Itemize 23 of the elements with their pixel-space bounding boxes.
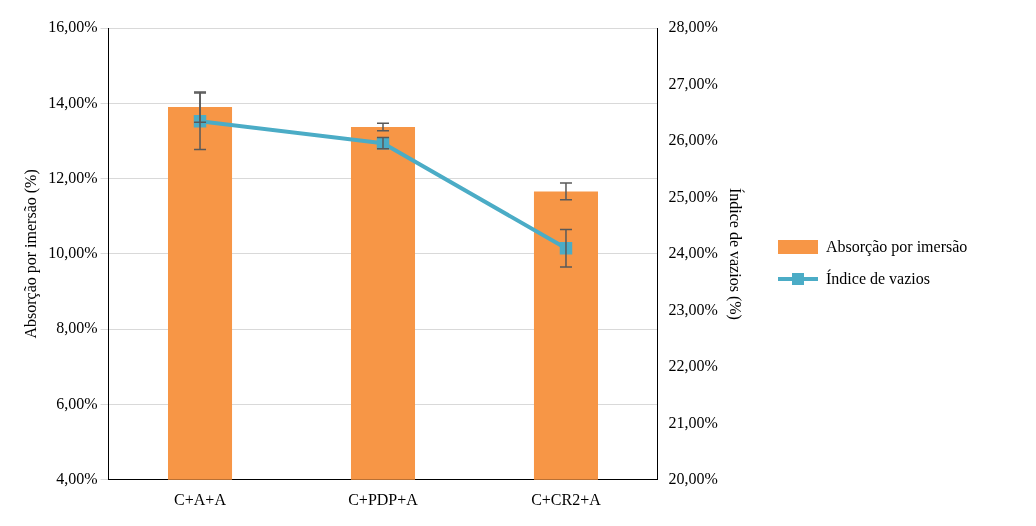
y2-tick-label: 20,00% — [668, 470, 718, 487]
legend-label: Absorção por imersão — [826, 238, 968, 256]
y2-tick-label: 21,00% — [668, 413, 718, 431]
legend-label: Índice de vazios — [826, 270, 930, 288]
y-axis-title: Absorção por imersão (%) — [21, 169, 40, 339]
x-tick-label: C+PDP+A — [348, 490, 419, 508]
y2-tick-label: 24,00% — [668, 244, 718, 262]
x-tick-label: C+A+A — [174, 490, 227, 508]
y2-tick-label: 23,00% — [668, 300, 718, 318]
y-tick-label: 4,00% — [56, 470, 98, 487]
y-tick-label: 16,00% — [48, 18, 98, 36]
x-tick-label: C+CR2+A — [531, 490, 602, 508]
y-tick-label: 12,00% — [48, 168, 98, 186]
y2-tick-label: 22,00% — [668, 357, 718, 375]
y2-axis-title: Índice de vazios (%) — [726, 187, 746, 320]
y2-tick-label: 27,00% — [668, 74, 718, 92]
y-tick-label: 14,00% — [48, 93, 98, 111]
y-tick-label: 10,00% — [48, 244, 98, 262]
y2-tick-label: 28,00% — [668, 18, 718, 36]
y2-tick-label: 25,00% — [668, 187, 718, 205]
y-tick-label: 6,00% — [56, 394, 98, 412]
y-tick-label: 8,00% — [56, 319, 98, 337]
y2-tick-label: 26,00% — [668, 131, 718, 149]
